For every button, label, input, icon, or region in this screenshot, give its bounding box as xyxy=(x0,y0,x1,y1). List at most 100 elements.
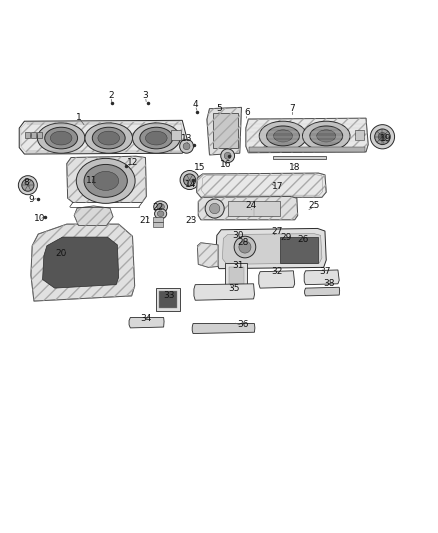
Ellipse shape xyxy=(157,211,164,216)
Polygon shape xyxy=(31,224,134,301)
Bar xyxy=(32,132,35,138)
Ellipse shape xyxy=(98,131,120,145)
Text: 14: 14 xyxy=(185,180,197,189)
Ellipse shape xyxy=(45,127,78,149)
Ellipse shape xyxy=(157,204,164,210)
Text: 16: 16 xyxy=(220,160,231,169)
Text: 19: 19 xyxy=(380,134,391,143)
Ellipse shape xyxy=(184,174,196,186)
Polygon shape xyxy=(246,118,368,153)
Ellipse shape xyxy=(310,126,343,146)
Text: 23: 23 xyxy=(185,216,197,225)
Ellipse shape xyxy=(84,165,127,197)
Ellipse shape xyxy=(209,204,220,214)
Ellipse shape xyxy=(85,123,133,153)
Polygon shape xyxy=(129,318,164,328)
Text: 30: 30 xyxy=(233,231,244,240)
Text: 15: 15 xyxy=(194,163,205,172)
Text: 36: 36 xyxy=(237,320,248,329)
Polygon shape xyxy=(67,156,146,203)
Text: 18: 18 xyxy=(289,163,300,172)
Ellipse shape xyxy=(371,125,395,149)
Polygon shape xyxy=(207,107,241,155)
Polygon shape xyxy=(197,173,326,197)
Ellipse shape xyxy=(92,127,125,149)
Text: 33: 33 xyxy=(163,292,175,301)
Bar xyxy=(171,130,181,140)
Text: 24: 24 xyxy=(246,201,257,211)
Ellipse shape xyxy=(317,130,336,142)
Ellipse shape xyxy=(155,208,167,219)
Bar xyxy=(156,288,180,311)
Polygon shape xyxy=(19,120,189,154)
Ellipse shape xyxy=(76,158,135,204)
Text: 5: 5 xyxy=(216,104,222,113)
Ellipse shape xyxy=(140,127,173,149)
Ellipse shape xyxy=(374,129,390,144)
Bar xyxy=(355,130,364,140)
Ellipse shape xyxy=(180,139,194,153)
Bar xyxy=(25,132,30,138)
Text: 1: 1 xyxy=(76,113,81,122)
Text: 7: 7 xyxy=(290,104,295,113)
Text: 9: 9 xyxy=(28,195,34,204)
Text: 34: 34 xyxy=(140,314,151,323)
Ellipse shape xyxy=(303,121,350,151)
Ellipse shape xyxy=(133,123,180,153)
Text: 8: 8 xyxy=(24,177,29,187)
Ellipse shape xyxy=(154,201,168,213)
Bar xyxy=(159,291,177,309)
Polygon shape xyxy=(74,206,113,225)
Polygon shape xyxy=(304,287,339,296)
Polygon shape xyxy=(192,324,255,334)
Polygon shape xyxy=(215,229,326,269)
Text: 13: 13 xyxy=(181,134,192,143)
Ellipse shape xyxy=(50,131,72,145)
Text: 17: 17 xyxy=(272,182,283,191)
Text: 37: 37 xyxy=(319,267,331,276)
Polygon shape xyxy=(198,243,218,268)
Text: 22: 22 xyxy=(153,203,164,212)
Text: 6: 6 xyxy=(244,109,250,117)
Text: 10: 10 xyxy=(34,214,45,223)
Text: 11: 11 xyxy=(86,175,97,184)
Text: 35: 35 xyxy=(228,284,240,293)
Bar xyxy=(153,217,163,222)
Bar xyxy=(229,266,244,284)
Bar xyxy=(37,132,42,138)
Ellipse shape xyxy=(145,131,167,145)
Text: 3: 3 xyxy=(143,91,148,100)
Text: 28: 28 xyxy=(237,238,248,247)
Bar xyxy=(153,222,163,227)
Bar xyxy=(228,201,279,216)
Ellipse shape xyxy=(221,149,235,163)
Ellipse shape xyxy=(378,132,387,141)
Polygon shape xyxy=(273,156,326,159)
Polygon shape xyxy=(259,271,295,288)
Polygon shape xyxy=(42,237,119,288)
Ellipse shape xyxy=(273,130,293,142)
Text: 32: 32 xyxy=(272,267,283,276)
Text: 4: 4 xyxy=(192,100,198,109)
Text: 26: 26 xyxy=(298,235,309,244)
Polygon shape xyxy=(194,284,254,300)
Bar xyxy=(249,147,365,152)
Ellipse shape xyxy=(18,176,37,195)
Text: 2: 2 xyxy=(108,91,114,100)
Polygon shape xyxy=(223,233,322,264)
Ellipse shape xyxy=(234,236,256,258)
Text: 20: 20 xyxy=(56,249,67,258)
Text: 25: 25 xyxy=(308,201,320,211)
Ellipse shape xyxy=(180,171,199,190)
Text: 38: 38 xyxy=(324,279,335,288)
Text: 27: 27 xyxy=(272,228,283,237)
Bar xyxy=(226,263,247,286)
Polygon shape xyxy=(304,270,339,285)
Text: 21: 21 xyxy=(140,216,151,225)
Ellipse shape xyxy=(205,199,224,218)
Text: 29: 29 xyxy=(280,232,292,241)
Ellipse shape xyxy=(93,172,119,190)
Ellipse shape xyxy=(224,152,231,159)
Text: 31: 31 xyxy=(233,261,244,270)
Ellipse shape xyxy=(267,126,300,146)
